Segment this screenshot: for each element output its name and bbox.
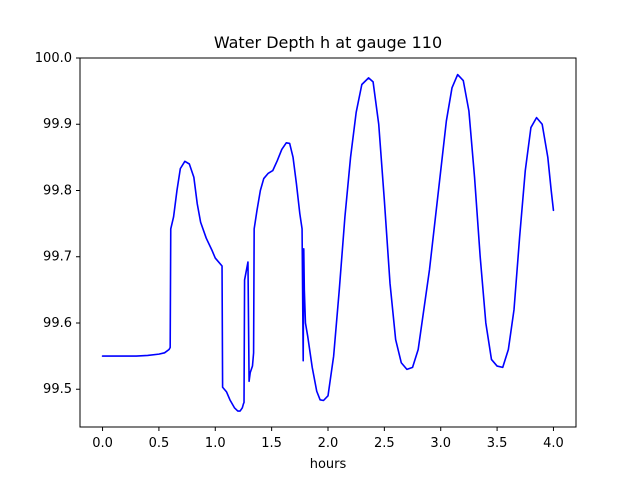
y-tick-label: 99.7 xyxy=(43,250,72,265)
y-axis: 99.5 99.6 99.7 99.8 99.9 100.0 xyxy=(35,51,80,397)
x-tick-label: 1.0 xyxy=(205,436,226,451)
x-tick-label: 0.0 xyxy=(92,436,113,451)
series-line-0 xyxy=(101,73,555,412)
x-tick-label: 3.5 xyxy=(487,436,508,451)
plot-lines xyxy=(101,73,555,412)
x-axis-label: hours xyxy=(310,457,347,472)
y-tick-label: 99.6 xyxy=(43,316,72,331)
x-axis: 0.0 0.5 1.0 1.5 2.0 2.5 3.0 3.5 4.0 xyxy=(92,427,564,451)
chart-title: Water Depth h at gauge 110 xyxy=(214,33,442,52)
x-tick-label: 2.5 xyxy=(374,436,395,451)
plot-area xyxy=(80,58,576,427)
x-tick-label: 3.0 xyxy=(430,436,451,451)
x-tick-label: 1.5 xyxy=(261,436,282,451)
plot-frame xyxy=(79,57,577,428)
x-tick-label: 2.0 xyxy=(318,436,339,451)
x-tick-label: 4.0 xyxy=(543,436,564,451)
y-tick-label: 99.5 xyxy=(43,382,72,397)
x-tick-label: 0.5 xyxy=(149,436,170,451)
y-tick-label: 100.0 xyxy=(35,51,72,66)
y-tick-label: 99.9 xyxy=(43,117,72,132)
y-tick-label: 99.8 xyxy=(43,183,72,198)
